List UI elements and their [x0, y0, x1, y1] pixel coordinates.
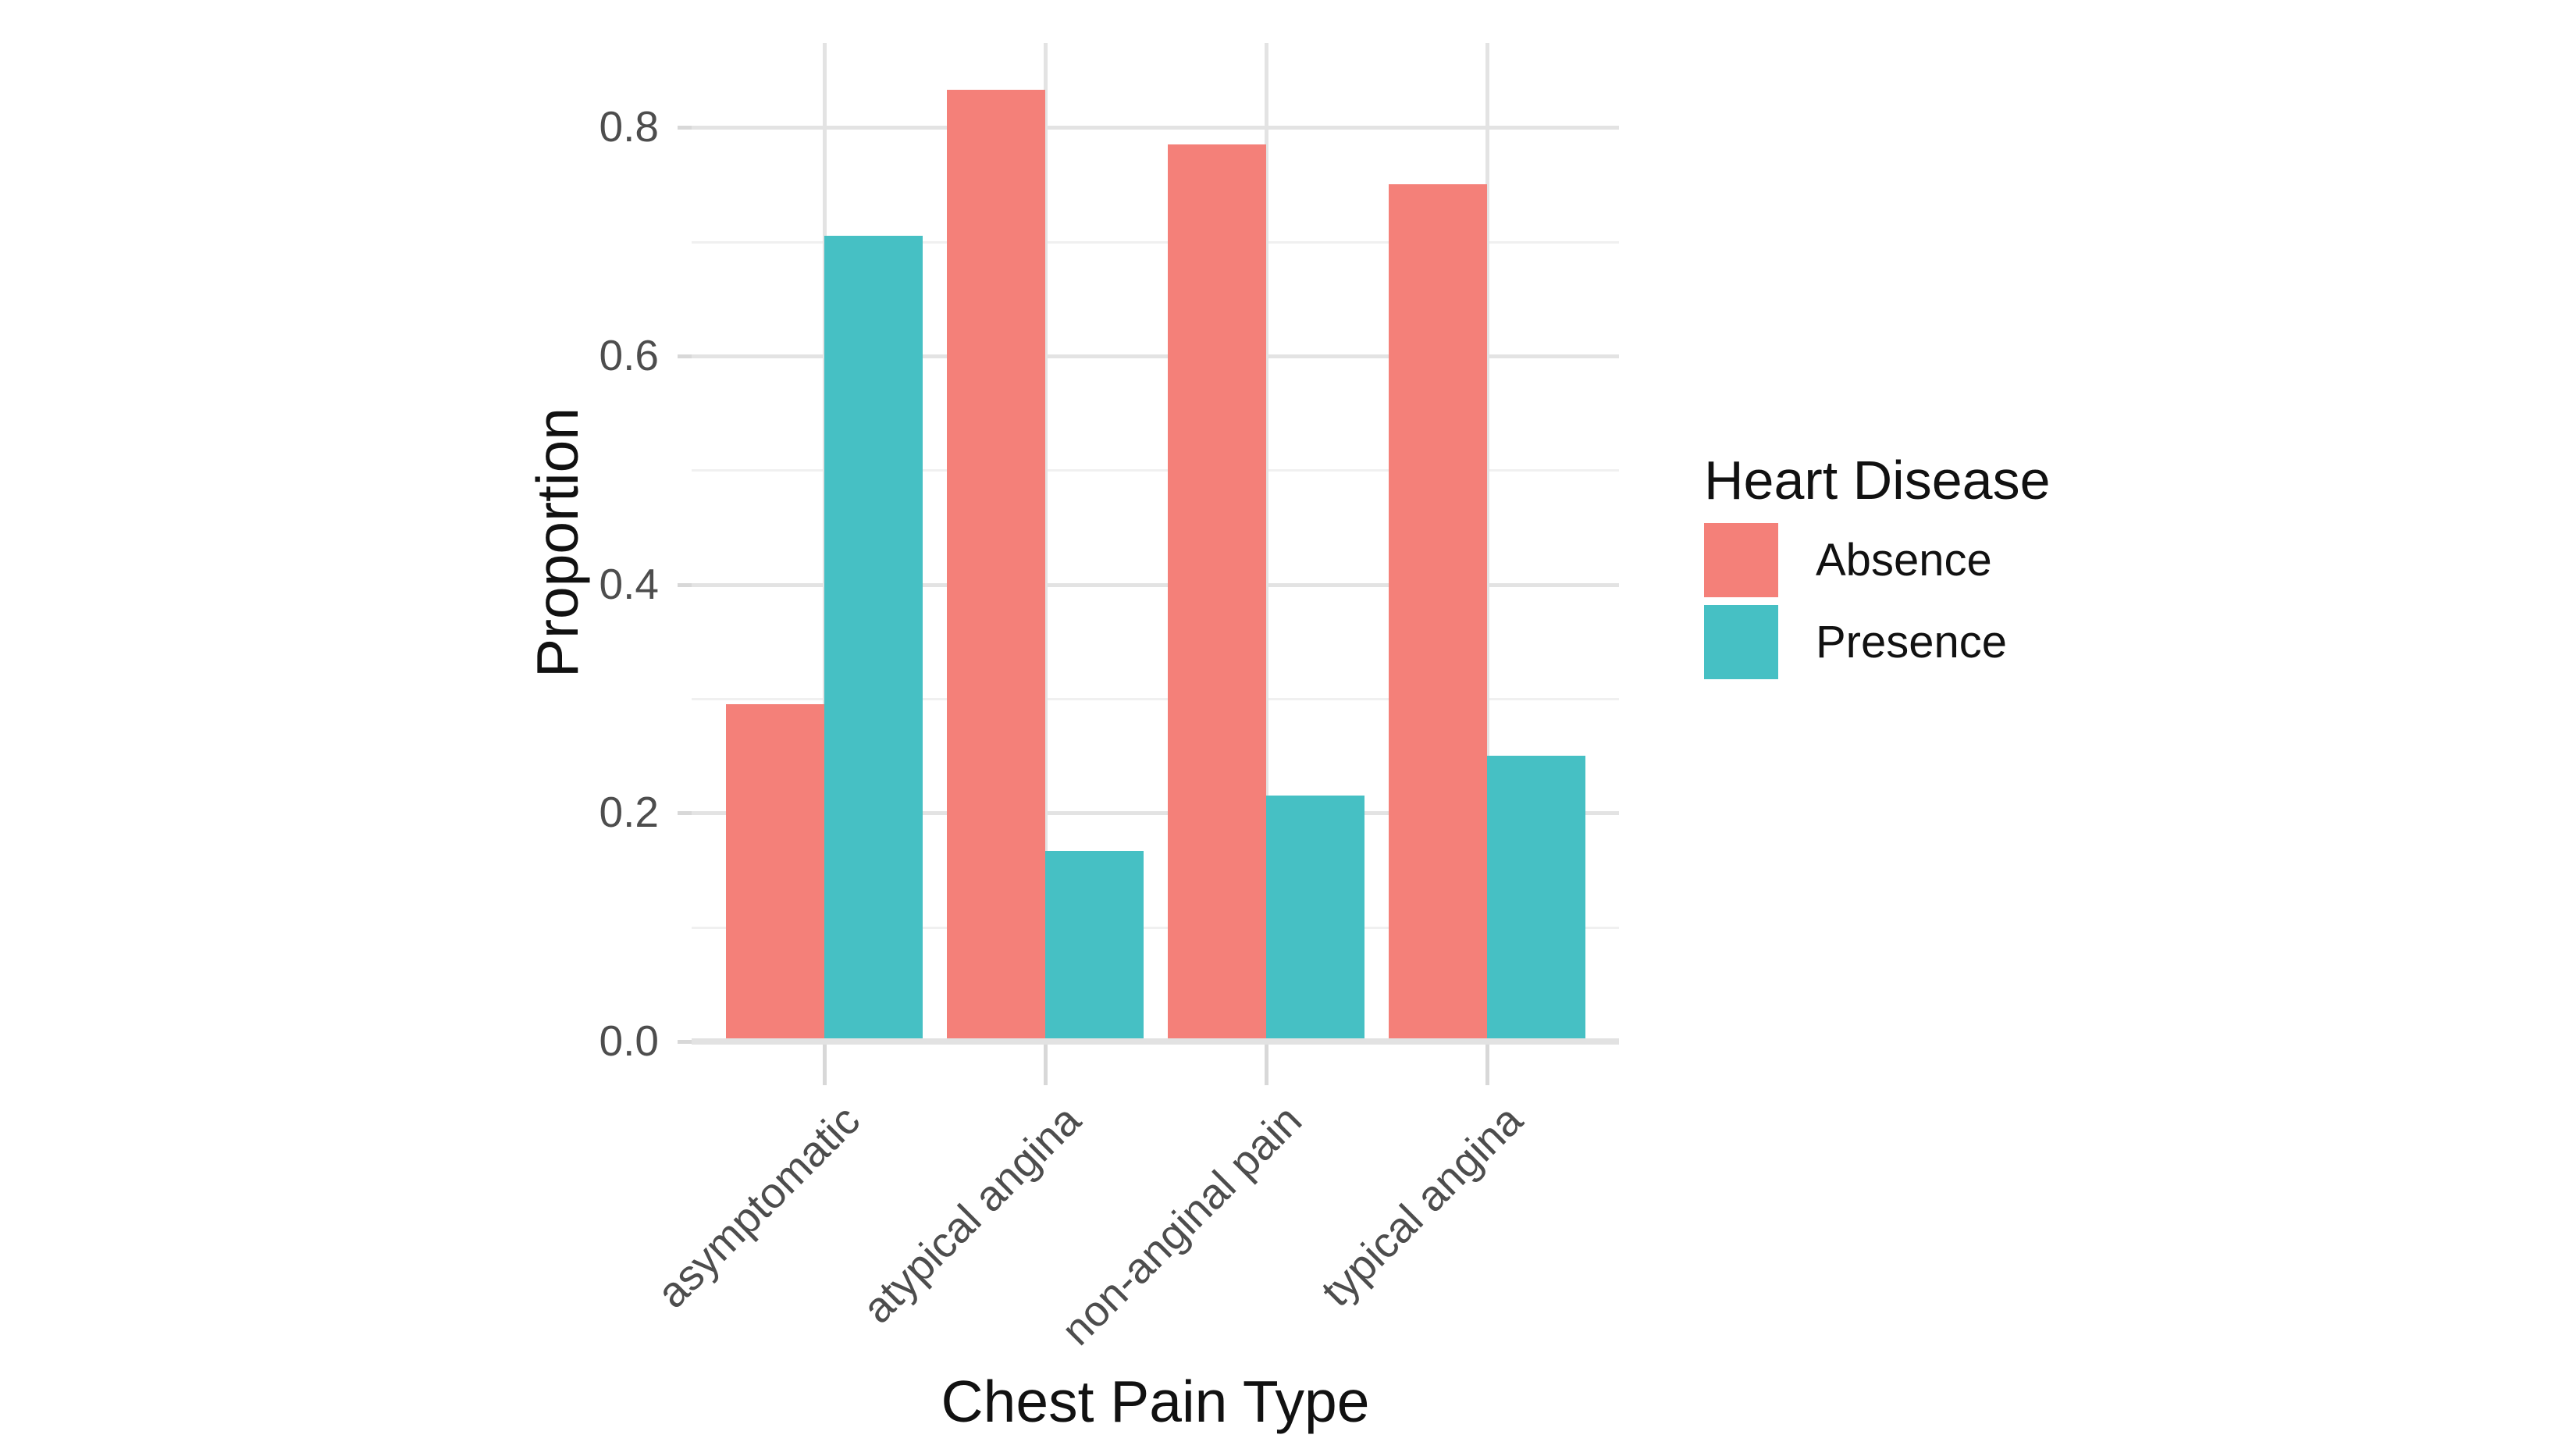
gridline-minor-0.5 — [692, 469, 1619, 472]
gridline-major-0.4 — [692, 582, 1619, 587]
gridline-major-0.6 — [692, 354, 1619, 358]
x-axis-title: Chest Pain Type — [941, 1369, 1370, 1434]
bar-presence-non-anginal-pain — [1266, 796, 1364, 1041]
legend-key-absence-swatch — [1704, 523, 1778, 597]
x-tick-mark-1 — [1044, 1045, 1048, 1085]
gridline-minor-0.7 — [692, 240, 1619, 244]
bar-absence-typical-angina — [1389, 184, 1487, 1041]
x-axis-line — [692, 1038, 1619, 1045]
bar-absence-asymptomatic — [726, 704, 824, 1041]
gridline-major-0.8 — [692, 126, 1619, 130]
y-tick-mark-2 — [678, 582, 692, 587]
bar-absence-non-anginal-pain — [1168, 144, 1266, 1041]
x-tick-mark-3 — [1485, 1045, 1489, 1085]
gridline-category-1 — [1044, 43, 1048, 1041]
x-tick-label-2: non-anginal pain — [1051, 1095, 1311, 1355]
bar-presence-atypical-angina — [1045, 851, 1144, 1041]
y-axis-title: Proportion — [525, 407, 590, 678]
y-tick-label-1: 0.2 — [599, 788, 659, 837]
legend-label-absence: Absence — [1816, 535, 1992, 586]
legend-key-presence-swatch — [1704, 605, 1778, 679]
plot-panel — [692, 43, 1619, 1041]
gridline-minor-0.3 — [692, 697, 1619, 700]
bar-presence-typical-angina — [1487, 756, 1585, 1041]
x-tick-mark-0 — [823, 1045, 827, 1085]
gridline-category-3 — [1485, 43, 1489, 1041]
y-tick-mark-3 — [678, 354, 692, 358]
y-tick-mark-0 — [678, 1040, 692, 1044]
x-tick-mark-2 — [1265, 1045, 1268, 1085]
y-tick-mark-4 — [678, 126, 692, 130]
legend-label-presence: Presence — [1816, 617, 2008, 668]
y-tick-label-0: 0.0 — [599, 1016, 659, 1065]
y-tick-mark-1 — [678, 811, 692, 816]
y-tick-label-3: 0.6 — [599, 330, 659, 379]
x-tick-label-0: asymptomatic — [647, 1095, 870, 1318]
gridline-minor-0.1 — [692, 926, 1619, 929]
gridline-major-0.2 — [692, 811, 1619, 816]
gridline-category-2 — [1265, 43, 1268, 1041]
bar-absence-atypical-angina — [947, 90, 1045, 1041]
y-tick-label-4: 0.8 — [599, 102, 659, 151]
y-tick-label-2: 0.4 — [599, 559, 659, 608]
x-tick-label-3: typical angina — [1311, 1095, 1532, 1315]
x-tick-label-1: atypical angina — [852, 1095, 1091, 1333]
legend-title: Heart Disease — [1704, 450, 2051, 511]
bar-presence-asymptomatic — [824, 236, 923, 1041]
